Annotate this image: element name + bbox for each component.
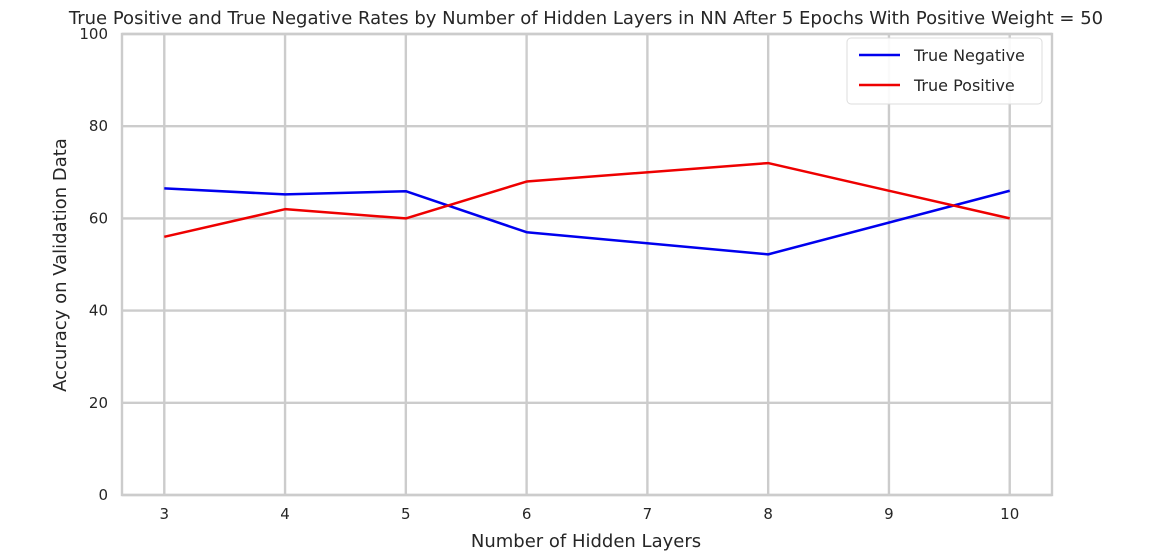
legend-label: True Positive xyxy=(913,76,1015,95)
x-axis-label: Number of Hidden Layers xyxy=(471,531,701,552)
x-tick-label: 8 xyxy=(763,505,773,523)
series-lines xyxy=(163,161,1011,256)
series-line-true-negative xyxy=(164,187,1011,256)
x-tick-labels: 3 4 5 6 7 8 9 10 xyxy=(159,505,1019,523)
plot-area xyxy=(120,32,1054,497)
x-tick-label: 5 xyxy=(401,505,411,523)
x-tick-label: 6 xyxy=(522,505,532,523)
y-tick-label: 20 xyxy=(89,394,108,412)
x-tick-label: 4 xyxy=(280,505,290,523)
y-tick-label: 100 xyxy=(79,25,108,43)
series-line-true-positive xyxy=(163,161,1011,239)
y-tick-label: 60 xyxy=(89,209,108,227)
y-tick-labels: 0 20 40 60 80 100 xyxy=(79,25,108,504)
x-tick-label: 7 xyxy=(643,505,653,523)
x-tick-label: 3 xyxy=(159,505,169,523)
y-tick-label: 0 xyxy=(98,486,108,504)
y-axis-label: Accuracy on Validation Data xyxy=(50,138,71,392)
legend: True Negative True Positive xyxy=(846,37,1043,105)
plot-frame xyxy=(120,32,1054,497)
legend-label: True Negative xyxy=(913,46,1025,65)
chart-title: True Positive and True Negative Rates by… xyxy=(68,8,1103,29)
y-tick-label: 40 xyxy=(89,302,108,320)
x-tick-label: 9 xyxy=(884,505,894,523)
x-tick-label: 10 xyxy=(1000,505,1019,523)
y-tick-label: 80 xyxy=(89,117,108,135)
